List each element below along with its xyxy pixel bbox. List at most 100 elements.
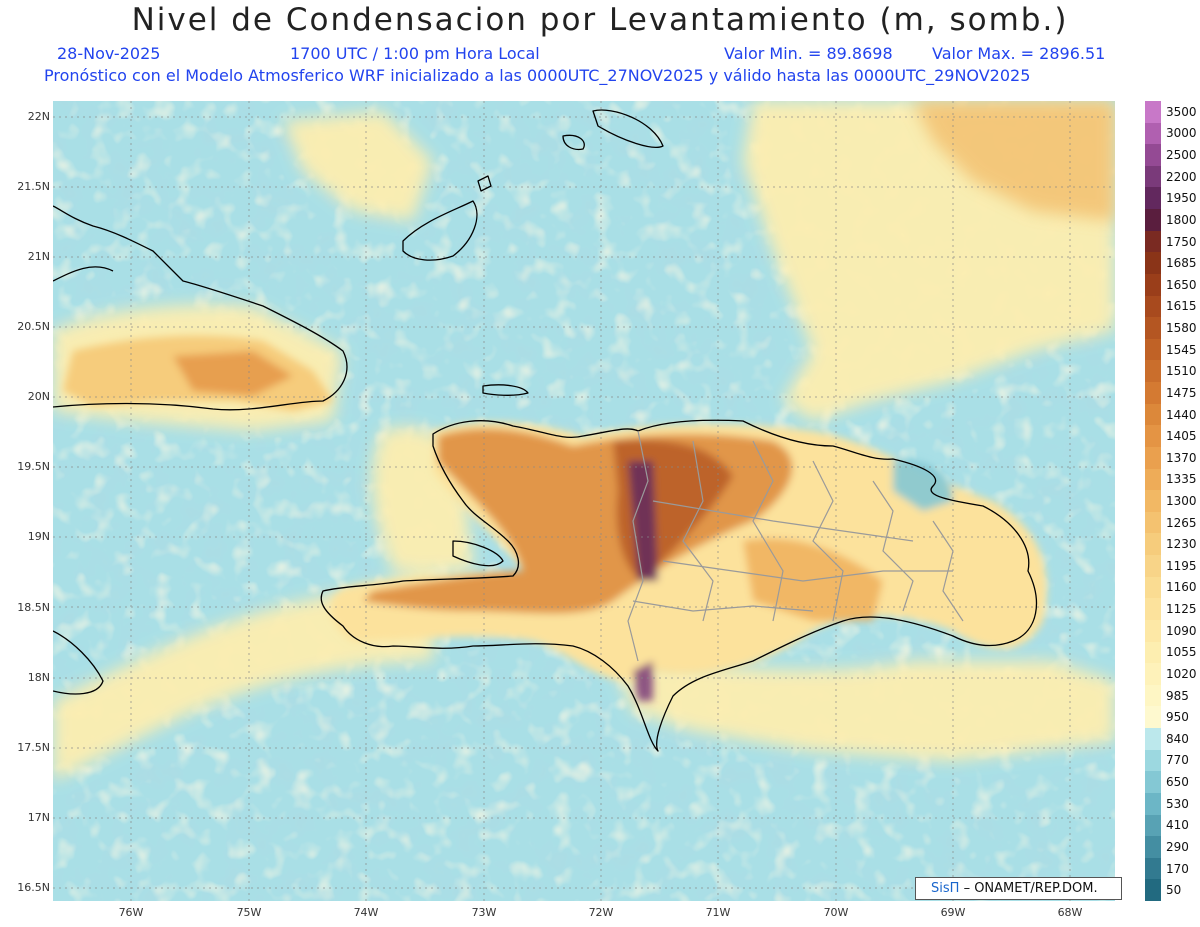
lat-label: 18N (27, 671, 50, 684)
coastlines (53, 109, 1038, 752)
legend-swatch (1145, 857, 1161, 880)
province-borders (627, 430, 964, 662)
legend-label: 2200 (1166, 169, 1197, 184)
legend-swatch (1145, 728, 1161, 751)
lat-label: 21.5N (17, 180, 50, 193)
legend-swatch (1145, 684, 1161, 707)
legend-label: 1160 (1166, 580, 1197, 595)
legend-label: 770 (1166, 753, 1189, 768)
legend-label: 1090 (1166, 623, 1197, 638)
legend-label: 950 (1166, 710, 1189, 725)
legend-swatch (1145, 360, 1161, 383)
legend-swatch (1145, 706, 1161, 729)
lon-label: 71W (705, 906, 731, 919)
hispaniola-field (330, 421, 1047, 701)
legend-swatch (1145, 792, 1161, 815)
legend-swatch (1145, 382, 1161, 405)
lcl-map (53, 101, 1115, 901)
credit-org: – ONAMET/REP.DOM. (963, 881, 1098, 896)
lat-label: 22N (27, 110, 50, 123)
legend-label: 1405 (1166, 429, 1197, 444)
legend-swatch (1145, 165, 1161, 188)
legend-label: 410 (1166, 818, 1189, 833)
hispaniola-coast (320, 419, 1038, 752)
legend-swatch (1145, 317, 1161, 340)
legend-swatch (1145, 101, 1161, 124)
legend-label: 1195 (1166, 558, 1197, 573)
legend-label: 1615 (1166, 299, 1197, 314)
legend-label: 1545 (1166, 342, 1197, 357)
legend-label: 1230 (1166, 537, 1197, 552)
legend-swatch (1145, 576, 1161, 599)
legend-label: 3000 (1166, 126, 1197, 141)
bahamas-2 (562, 134, 585, 151)
lon-label: 72W (588, 906, 614, 919)
legend-swatch (1145, 338, 1161, 361)
legend-swatch (1145, 187, 1161, 210)
legend-label: 840 (1166, 731, 1189, 746)
lon-label: 75W (236, 906, 262, 919)
legend-swatch (1145, 663, 1161, 686)
color-scale-bar (1145, 101, 1161, 902)
legend-label: 985 (1166, 688, 1189, 703)
lat-label: 16.5N (17, 881, 50, 894)
legend-label: 1125 (1166, 602, 1197, 617)
valid-date: 28-Nov-2025 (57, 44, 161, 63)
legend-swatch (1145, 836, 1161, 859)
legend-label: 1950 (1166, 191, 1197, 206)
legend-label: 1265 (1166, 515, 1197, 530)
legend-swatch (1145, 425, 1161, 448)
legend-label: 1300 (1166, 494, 1197, 508)
legend-swatch (1145, 490, 1161, 513)
lat-label: 19N (27, 530, 50, 543)
legend-label: 650 (1166, 775, 1189, 790)
legend-label: 170 (1166, 861, 1189, 876)
lat-label: 19.5N (17, 460, 50, 473)
lat-label: 20N (27, 390, 50, 403)
lat-label: 20.5N (17, 320, 50, 333)
legend-swatch (1145, 533, 1161, 556)
legend-swatch (1145, 446, 1161, 470)
legend-swatch (1145, 252, 1161, 275)
lat-label: 21N (27, 250, 50, 263)
legend-swatch (1145, 122, 1161, 145)
legend-swatch (1145, 555, 1161, 578)
legend-label: 2500 (1166, 148, 1197, 163)
legend-label: 50 (1166, 883, 1182, 898)
legend-label: 3500 (1166, 104, 1197, 119)
lat-label: 18.5N (17, 601, 50, 614)
legend-swatch (1145, 403, 1161, 426)
max-value: Valor Max. = 2896.51 (932, 44, 1106, 63)
forecast-info: Pronóstico con el Modelo Atmosferico WRF… (44, 66, 1031, 85)
legend-label: 1800 (1166, 212, 1197, 227)
legend-swatch (1145, 468, 1161, 491)
lon-label: 76W (118, 906, 144, 919)
legend-swatch (1145, 598, 1161, 621)
bahamas-3 (592, 109, 664, 148)
legend-swatch (1145, 814, 1161, 837)
legend-label: 1650 (1166, 277, 1197, 292)
legend-swatch (1145, 749, 1161, 772)
legend-label: 1335 (1166, 472, 1197, 487)
legend-label: 1020 (1166, 666, 1197, 681)
legend-swatch (1145, 209, 1161, 232)
lon-label: 73W (471, 906, 497, 919)
legend-label: 1440 (1166, 407, 1197, 422)
bahamas-4 (477, 175, 492, 192)
legend-label: 290 (1166, 839, 1189, 854)
legend-label: 1750 (1166, 234, 1197, 249)
legend-swatch (1145, 619, 1161, 643)
gonave-coast (452, 540, 504, 567)
lon-label: 74W (353, 906, 379, 919)
legend-label: 1580 (1166, 321, 1197, 336)
legend-swatch (1145, 879, 1161, 902)
legend-swatch (1145, 771, 1161, 794)
lon-label: 68W (1057, 906, 1083, 919)
cuba-coast (53, 205, 348, 411)
lon-label: 69W (940, 906, 966, 919)
valid-time: 1700 UTC / 1:00 pm Hora Local (290, 44, 540, 63)
tortuga-coast (482, 384, 529, 396)
legend-label: 1370 (1166, 450, 1197, 465)
jamaica-coast (53, 630, 104, 695)
graticule (53, 101, 1115, 901)
